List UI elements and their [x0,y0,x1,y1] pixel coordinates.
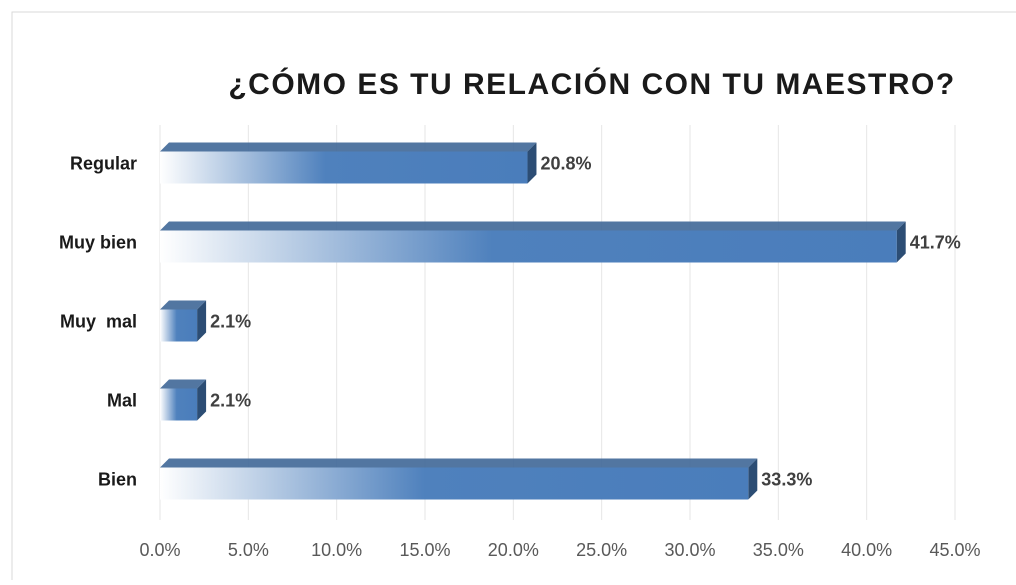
bar-top [160,142,537,152]
bar-front [160,388,198,421]
bar [160,300,207,342]
data-label: 20.8% [540,153,591,173]
x-tick-label: 40.0% [841,540,892,560]
bar-front [160,151,528,184]
bar [160,458,758,500]
bar-top [160,300,207,310]
bar-side [748,458,758,500]
x-tick-label: 30.0% [664,540,715,560]
x-tick-label: 45.0% [929,540,980,560]
bar-side [527,142,537,184]
data-label: 2.1% [210,311,251,331]
x-tick-label: 20.0% [488,540,539,560]
x-tick-label: 0.0% [139,540,180,560]
x-tick-label: 15.0% [399,540,450,560]
bar-top [160,221,906,231]
bar-side [896,221,906,263]
bar-side [197,379,207,421]
y-tick-label: Mal [107,390,137,410]
x-tick-label: 35.0% [753,540,804,560]
bar-front [160,230,897,263]
data-label: 2.1% [210,390,251,410]
bar-front [160,467,749,500]
bar [160,221,906,263]
chart-title: ¿CÓMO ES TU RELACIÓN CON TU MAESTRO? [228,67,955,101]
bar-top [160,379,207,389]
bar-front [160,309,198,342]
bar-top [160,458,758,468]
x-tick-label: 5.0% [228,540,269,560]
data-label: 33.3% [761,469,812,489]
x-tick-label: 10.0% [311,540,362,560]
bar [160,142,537,184]
x-tick-label: 25.0% [576,540,627,560]
y-tick-label: Bien [98,469,137,489]
y-tick-label: Muy bien [59,232,137,252]
bar-side [197,300,207,342]
data-label: 41.7% [910,232,961,252]
y-tick-label: Regular [70,153,137,173]
plot-area: 0.0% 5.0% 10.0% 15.0% 20.0% 25.0% 30.0% 35.0% 40… [59,125,981,560]
bar [160,379,207,421]
y-tick-label: Muy mal [60,311,137,331]
